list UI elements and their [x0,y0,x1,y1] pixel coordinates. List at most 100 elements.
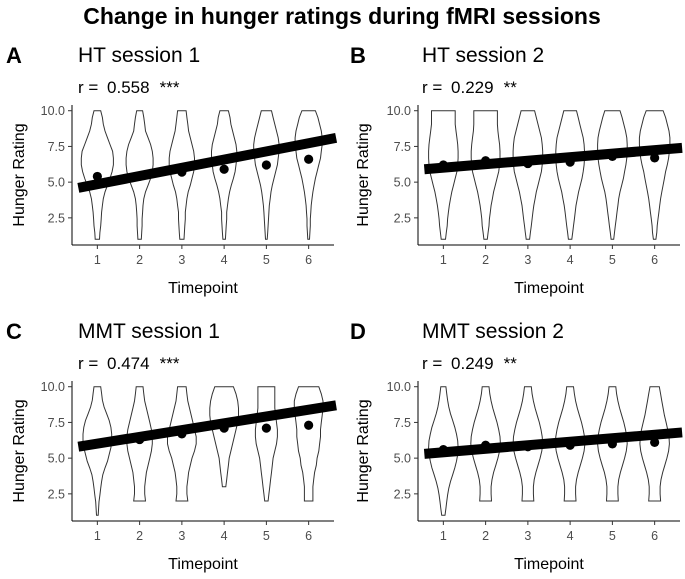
x-tick-label: 4 [221,529,228,543]
figure-title: Change in hunger ratings during fMRI ses… [83,3,601,29]
x-tick-label: 3 [178,253,185,267]
y-tick-label: 10.0 [387,380,411,394]
violin [638,110,671,240]
y-tick-label: 5.0 [394,176,411,190]
correlation-stat: r = 0.229 ** [422,78,517,97]
violin [168,110,195,240]
mean-point [650,437,660,448]
y-tick-label: 2.5 [48,211,65,225]
panel-title: MMT session 2 [422,320,564,343]
x-tick-label: 1 [440,253,447,267]
y-tick-label: 7.5 [394,140,411,154]
x-tick-label: 1 [440,529,447,543]
violin [82,386,113,516]
y-tick-label: 7.5 [48,416,65,430]
x-tick-label: 6 [651,529,658,543]
x-axis-title: Timepoint [514,556,584,573]
plot-area: 2.5 5.0 7.5 10.0 1 2 3 4 5 6 [387,380,683,543]
correlation-stat: r = 0.558 *** [78,78,180,97]
x-tick-label: 6 [651,253,658,267]
y-axis-title: Hunger Rating [11,399,28,502]
mean-point [304,420,314,430]
violin [470,110,501,240]
x-tick-label: 5 [609,529,616,543]
correlation-stat: r = 0.474 *** [78,354,180,373]
x-tick-label: 5 [263,529,270,543]
y-tick-label: 7.5 [48,140,65,154]
regression-line [77,132,338,193]
violin [125,110,154,240]
panel-letter: A [6,43,22,68]
panel-d: D MMT session 2 r = 0.249 ** Timepoint Hu… [350,319,683,573]
x-tick-label: 4 [567,253,574,267]
plot-area: 2.5 5.0 7.5 10.0 1 2 3 4 5 6 [387,104,683,267]
r-label: r = [78,354,103,373]
panel-letter: C [6,319,22,344]
violin [512,386,544,502]
x-tick-label: 1 [94,253,101,267]
x-tick-label: 2 [482,253,489,267]
y-tick-label: 5.0 [48,452,65,466]
y-axis-title: Hunger Rating [355,123,372,226]
x-tick-label: 4 [567,529,574,543]
y-axis-title: Hunger Rating [11,123,28,226]
plot-area: 2.5 5.0 7.5 10.0 1 2 3 4 5 6 [41,380,337,543]
violin [428,386,459,516]
r-value: 0.229 [451,78,494,97]
significance-stars: *** [160,78,180,97]
violin [293,386,324,502]
y-tick-label: 10.0 [41,380,65,394]
violin [126,386,153,502]
panel-title: MMT session 1 [78,320,220,343]
x-tick-label: 3 [524,529,531,543]
r-label: r = [422,78,447,97]
significance-stars: ** [504,78,518,97]
y-tick-label: 2.5 [394,487,411,501]
y-tick-label: 5.0 [394,452,411,466]
y-axis-title: Hunger Rating [355,399,372,502]
x-tick-label: 2 [136,253,143,267]
y-tick-label: 5.0 [48,176,65,190]
x-tick-label: 6 [305,253,312,267]
violin [80,110,114,240]
x-tick-label: 4 [221,253,228,267]
x-tick-label: 2 [136,529,143,543]
x-tick-label: 3 [178,529,185,543]
regression-line [423,142,683,175]
correlation-stat: r = 0.249 ** [422,354,517,373]
r-value: 0.249 [451,354,494,373]
y-tick-label: 2.5 [394,211,411,225]
regression-line [77,400,337,452]
violin [555,110,585,240]
violin [512,110,544,240]
x-tick-label: 3 [524,253,531,267]
x-tick-label: 5 [609,253,616,267]
y-tick-label: 10.0 [387,104,411,118]
x-tick-label: 5 [263,253,270,267]
panel-letter: B [350,43,366,68]
violin [209,386,239,488]
r-value: 0.558 [107,78,150,97]
x-axis-title: Timepoint [514,280,584,297]
violin [254,386,278,502]
violin [470,386,501,502]
x-tick-label: 2 [482,529,489,543]
regression-line [423,427,683,459]
panel-c: C MMT session 1 r = 0.474 *** Timepoint H… [6,319,337,573]
mean-point [261,160,271,170]
x-axis-title: Timepoint [168,556,238,573]
r-value: 0.474 [107,354,150,373]
r-label: r = [422,354,447,373]
mean-point [261,423,271,433]
panel-b: B HT session 2 r = 0.229 ** Timepoint Hun… [350,43,683,297]
violin [639,386,670,502]
r-label: r = [78,78,103,97]
violin [597,110,628,240]
significance-stars: ** [504,354,518,373]
y-tick-label: 2.5 [48,487,65,501]
violin [253,110,280,240]
x-tick-label: 6 [305,529,312,543]
mean-point [219,164,229,174]
y-tick-label: 7.5 [394,416,411,430]
